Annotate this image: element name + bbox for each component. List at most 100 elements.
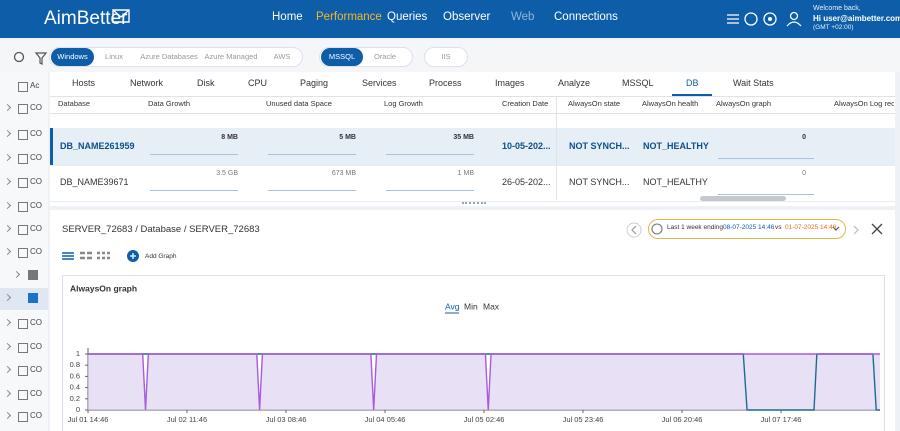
tab[interactable]: Paging [300, 78, 329, 88]
platform-pill[interactable]: Azure Databases [140, 52, 198, 61]
cell-date: 26-05-202... [502, 177, 551, 187]
scrollbar [700, 196, 786, 201]
sidebar-icon [18, 104, 28, 114]
x-tick-label: Jul 05 23:46 [563, 415, 604, 424]
sidebar-icon [18, 225, 28, 235]
cell-state: NOT SYNCH... [569, 141, 630, 151]
sidebar-item[interactable]: CO [30, 129, 42, 138]
platform-pill[interactable]: AWS [273, 52, 291, 61]
sidebar-icon [18, 319, 28, 329]
platform-pill[interactable]: Azure Managed [204, 52, 258, 61]
nav-item[interactable]: Home [272, 11, 303, 23]
sidebar-item[interactable]: CO [30, 318, 42, 327]
nav-item[interactable]: Performance [316, 11, 382, 23]
growth-bar [268, 190, 356, 191]
nav-item[interactable]: Queries [387, 11, 428, 23]
stat-option[interactable]: Max [483, 301, 500, 311]
chart-box [62, 275, 885, 431]
other-pill[interactable]: IIS [441, 52, 451, 61]
sidebar-icon [18, 248, 28, 258]
tab[interactable]: Analyze [558, 78, 591, 88]
nav-item[interactable]: Connections [554, 11, 618, 23]
user-greeting: Welcome back, [813, 5, 861, 12]
user-name: Hi user@aimbetter.com [813, 14, 900, 23]
column-header[interactable]: Creation Date [502, 99, 549, 108]
engine-pill[interactable]: Oracle [373, 52, 397, 61]
tab[interactable]: Images [495, 78, 525, 88]
stat-option[interactable]: Min [464, 301, 478, 311]
platform-pill[interactable]: Linux [105, 52, 123, 61]
tab[interactable]: Wait Stats [733, 78, 774, 88]
sidebar-item[interactable]: CO [30, 411, 42, 420]
column-header[interactable]: Database [58, 99, 91, 108]
sidebar-item[interactable]: Ac [30, 81, 40, 90]
sidebar-item[interactable]: CO [30, 201, 42, 210]
y-tick-label: 0.6 [70, 371, 80, 380]
add-graph[interactable]: Add Graph [145, 253, 177, 260]
splitter [462, 202, 486, 207]
tab-underline [672, 94, 712, 96]
tab[interactable]: DB [686, 78, 699, 88]
tab[interactable]: Network [130, 78, 164, 88]
y-tick-label: 1 [76, 349, 80, 358]
growth-bar [150, 190, 238, 191]
x-tick-label: Jul 05 02:46 [464, 415, 505, 424]
nav-item[interactable]: Observer [443, 11, 491, 23]
x-tick-label: Jul 01 14:46 [68, 415, 109, 424]
x-tick-label: Jul 04 05:46 [365, 415, 406, 424]
nav-item[interactable]: Web [511, 11, 535, 23]
tab[interactable]: MSSQL [622, 78, 654, 88]
platform-group [49, 47, 303, 67]
detail-icons [62, 222, 883, 262]
column-header[interactable]: Log Growth [384, 99, 423, 108]
breadcrumb: SERVER_72683 / Database / SERVER_72683 [62, 224, 260, 235]
stat-option[interactable]: Avg [445, 301, 460, 311]
cell-growth: 8 MB [221, 134, 238, 141]
column-header[interactable]: Data Growth [148, 99, 191, 108]
cell-growth: 1 MB [457, 170, 474, 177]
graph-bar [718, 158, 814, 159]
sidebar-item[interactable]: CO [30, 177, 42, 186]
tab[interactable]: CPU [248, 78, 268, 88]
cell-name: DB_NAME39671 [60, 177, 129, 187]
windows-icon [28, 270, 38, 280]
sidebar-item[interactable]: CO [30, 342, 42, 351]
tab[interactable]: Disk [197, 78, 215, 88]
sidebar-item[interactable]: CO [30, 224, 42, 233]
sidebar-item[interactable]: CO [30, 247, 42, 256]
growth-bar [386, 154, 474, 155]
cell-growth: 35 MB [453, 134, 474, 141]
x-tick-label: Jul 03 08:46 [266, 415, 307, 424]
tab[interactable]: Process [429, 78, 462, 88]
range-end[interactable]: 08-07-2025 14:46 [723, 224, 775, 231]
sidebar-icon [18, 154, 28, 164]
engine-pill[interactable]: MSSQL [321, 48, 363, 66]
sidebar-item[interactable]: CO [30, 365, 42, 374]
cell-health: NOT_HEALTHY [643, 177, 708, 187]
sidebar-item[interactable]: CO [30, 153, 42, 162]
column-header[interactable]: AlwaysOn Log reco [834, 99, 894, 108]
cell-name: DB_NAME261959 [60, 141, 135, 151]
sidebar-item[interactable]: CO [30, 103, 42, 112]
user-timezone: (GMT +02:00) [813, 24, 854, 31]
series-line [88, 353, 880, 411]
row-divider [50, 165, 895, 166]
range-start[interactable]: 01-07-2025 14:46 [785, 224, 837, 231]
sidebar-item[interactable]: CO [30, 389, 42, 398]
sidebar-icon [18, 343, 28, 353]
platform-pill[interactable]: Windows [51, 48, 94, 66]
column-header[interactable]: AlwaysOn health [642, 99, 699, 108]
column-header[interactable]: Unused data Space [266, 99, 332, 108]
top-bar [0, 0, 900, 38]
x-tick-label: Jul 07 17:46 [761, 415, 802, 424]
growth-bar [386, 190, 474, 191]
tab[interactable]: Services [362, 78, 397, 88]
range-vs: vs [775, 224, 782, 231]
column-header[interactable]: AlwaysOn graph [716, 99, 772, 108]
tab[interactable]: Hosts [72, 78, 96, 88]
sidebar-icon [18, 202, 28, 212]
column-header[interactable]: AlwaysOn state [568, 99, 621, 108]
x-tick-label: Jul 02 11:46 [167, 415, 207, 424]
filter-icons [13, 51, 48, 65]
